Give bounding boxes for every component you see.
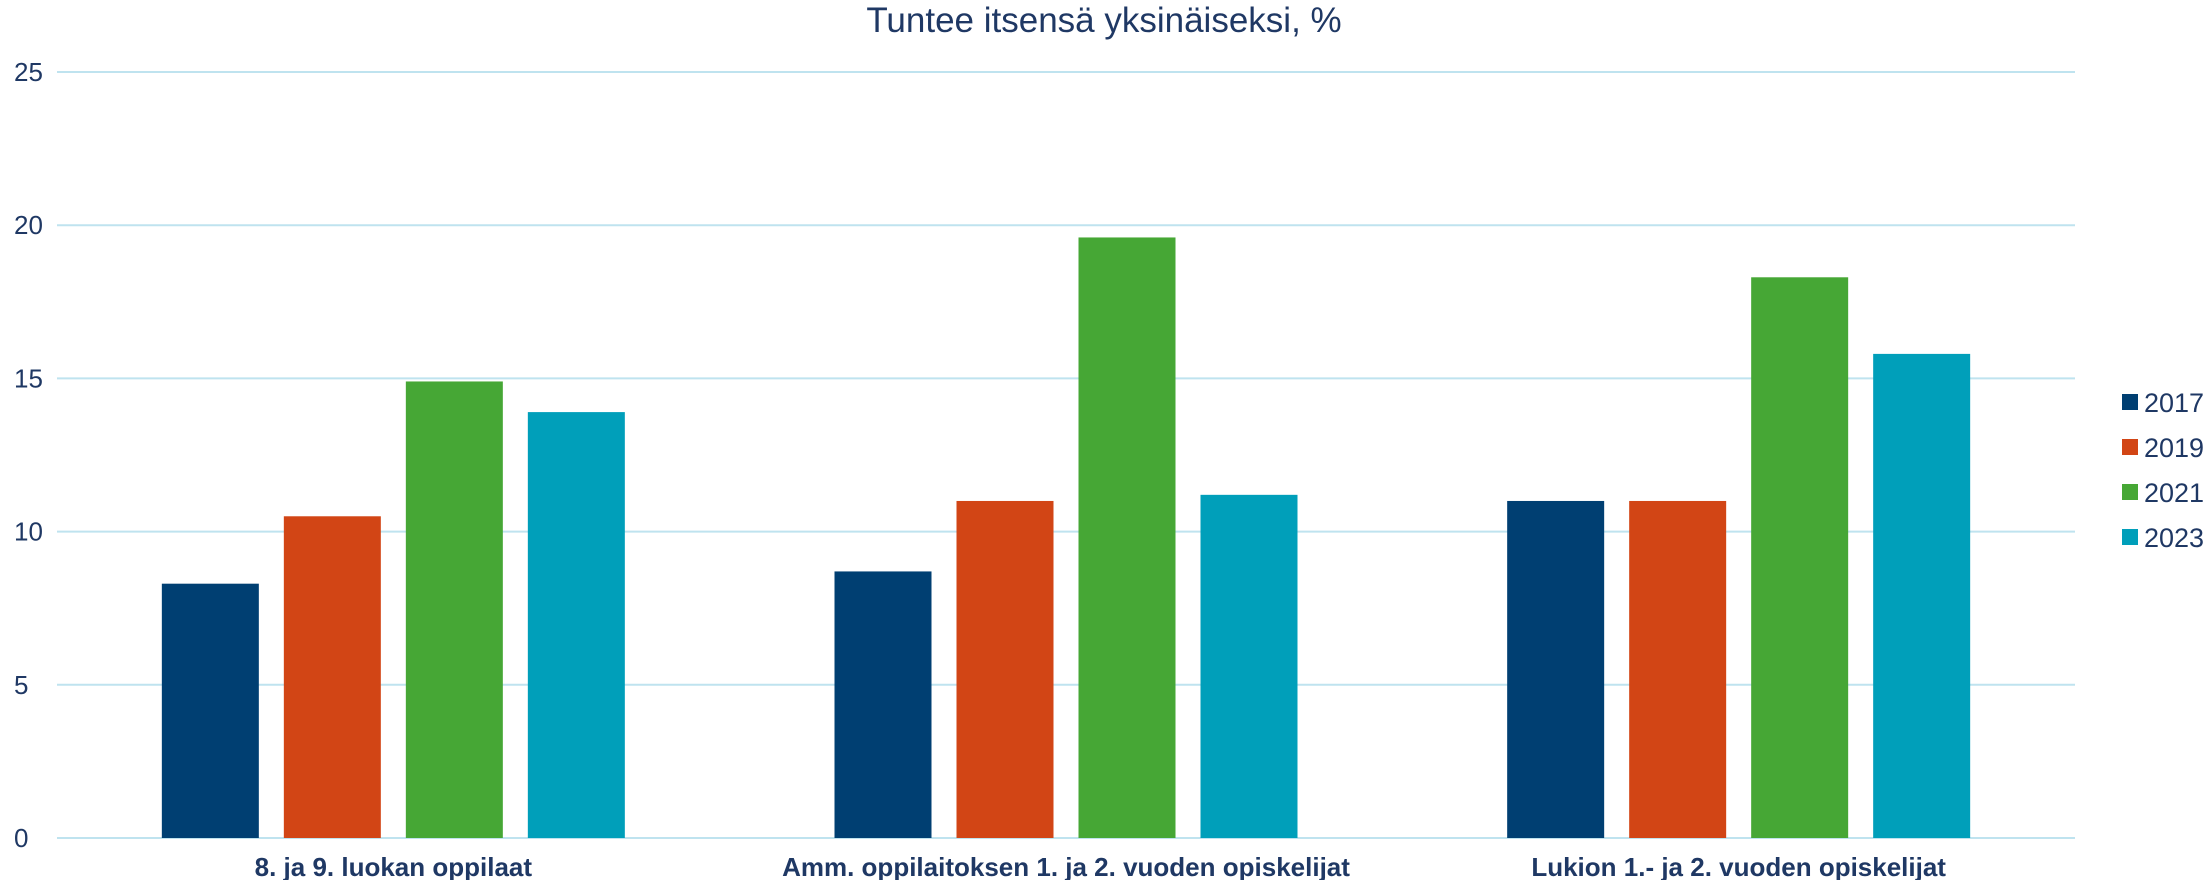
- legend-label-2021: 2021: [2144, 478, 2204, 508]
- x-tick-label: 8. ja 9. luokan oppilaat: [255, 852, 533, 880]
- gridlines: [57, 71, 2075, 839]
- legend-label-2017: 2017: [2144, 388, 2204, 418]
- chart-title: Tuntee itsensä yksinäiseksi, %: [866, 1, 1341, 40]
- y-tick-label: 15: [14, 363, 43, 393]
- y-tick-label: 0: [14, 823, 28, 853]
- legend-swatch-2023: [2122, 529, 2138, 545]
- bar-2021-1: [405, 381, 503, 838]
- legend-swatch-2021: [2122, 484, 2138, 500]
- bar-2023-2: [1200, 494, 1298, 838]
- y-tick-label: 5: [14, 670, 28, 700]
- legend-label-2019: 2019: [2144, 433, 2204, 463]
- bar-2021-3: [1751, 277, 1849, 839]
- bar-2023-1: [527, 412, 625, 838]
- bar-2019-2: [956, 500, 1054, 838]
- x-axis-ticks: 8. ja 9. luokan oppilaat Amm. oppilaitoks…: [255, 852, 1947, 880]
- legend-swatch-2019: [2122, 439, 2138, 455]
- y-axis-ticks: 0 5 10 15 20 25: [14, 57, 43, 853]
- x-tick-label: Lukion 1.- ja 2. vuoden opiskelijat: [1531, 852, 1946, 880]
- y-tick-label: 10: [14, 517, 43, 547]
- legend: 2017 2019 2021 2023: [2122, 388, 2204, 553]
- y-tick-label: 20: [14, 210, 43, 240]
- legend-swatch-2017: [2122, 394, 2138, 410]
- x-tick-label: Amm. oppilaitoksen 1. ja 2. vuoden opisk…: [782, 852, 1350, 880]
- bars: [161, 237, 1971, 839]
- bar-2019-1: [283, 516, 381, 838]
- legend-label-2023: 2023: [2144, 523, 2204, 553]
- bar-2017-3: [1507, 500, 1605, 838]
- bar-2023-3: [1873, 353, 1971, 838]
- bar-2017-1: [161, 583, 259, 838]
- bar-2021-2: [1078, 237, 1176, 838]
- bar-2017-2: [834, 571, 932, 838]
- y-tick-label: 25: [14, 57, 43, 87]
- bar-2019-3: [1629, 500, 1727, 838]
